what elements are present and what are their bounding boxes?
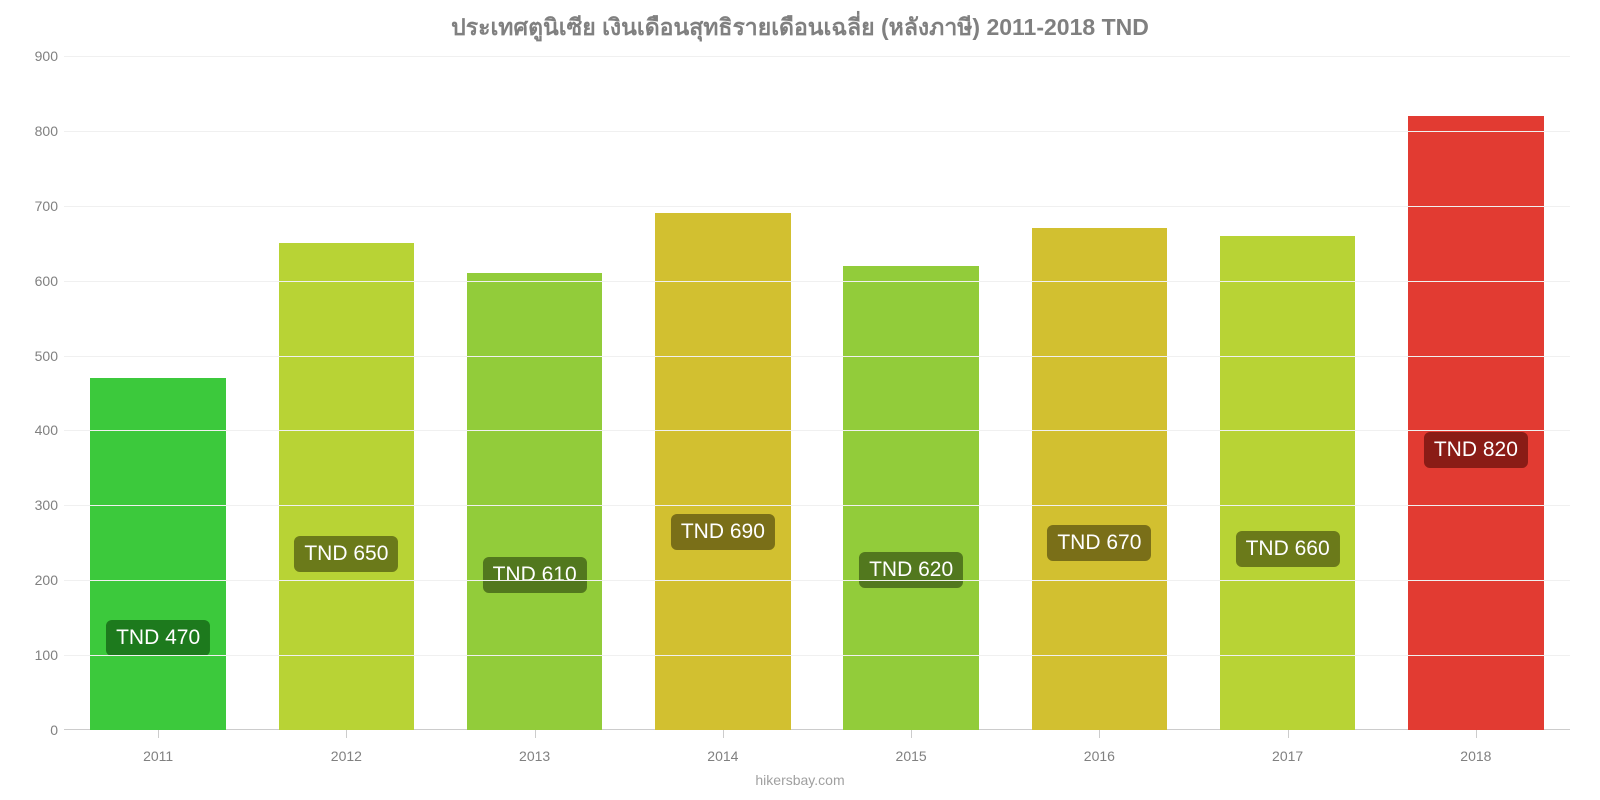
gridline: [64, 505, 1570, 506]
bar: TND 610: [467, 273, 603, 730]
x-tick-label: 2011: [143, 748, 173, 764]
x-tick-label: 2017: [1272, 748, 1303, 764]
bar-value-label: TND 650: [294, 536, 398, 572]
bar-value-label: TND 610: [483, 557, 587, 593]
x-tick-mark: [346, 730, 347, 738]
gridline: [64, 131, 1570, 132]
x-tick-label: 2016: [1084, 748, 1115, 764]
y-tick-label: 400: [10, 422, 58, 438]
x-tick-mark: [1476, 730, 1477, 738]
y-tick-label: 200: [10, 572, 58, 588]
x-tick-mark: [911, 730, 912, 738]
x-tick-label: 2012: [331, 748, 362, 764]
x-tick-mark: [158, 730, 159, 738]
x-tick-label: 2013: [519, 748, 550, 764]
y-tick-label: 800: [10, 123, 58, 139]
bar: TND 820: [1408, 116, 1544, 730]
chart-footer: hikersbay.com: [0, 772, 1600, 788]
bar-value-label: TND 470: [106, 620, 210, 656]
plot-area: TND 470 TND 650 TND 610 TND 690 TND 620 TND 6…: [64, 56, 1570, 730]
bars-layer: TND 470 TND 650 TND 610 TND 690 TND 620 TND 6…: [64, 56, 1570, 730]
bar: TND 620: [843, 266, 979, 730]
x-tick-mark: [535, 730, 536, 738]
gridline: [64, 580, 1570, 581]
x-tick-label: 2015: [896, 748, 927, 764]
bar: TND 650: [279, 243, 415, 730]
gridline: [64, 356, 1570, 357]
x-tick-mark: [1099, 730, 1100, 738]
bar: TND 690: [655, 213, 791, 730]
y-tick-label: 100: [10, 647, 58, 663]
x-tick-label: 2018: [1460, 748, 1491, 764]
chart-container: ประเทศตูนิเซีย เงินเดือนสุทธิรายเดือนเฉล…: [0, 0, 1600, 800]
gridline: [64, 430, 1570, 431]
y-tick-label: 0: [10, 722, 58, 738]
y-tick-label: 300: [10, 497, 58, 513]
x-tick-label: 2014: [707, 748, 738, 764]
gridline: [64, 281, 1570, 282]
x-tick-mark: [1288, 730, 1289, 738]
x-tick-mark: [723, 730, 724, 738]
bar-value-label: TND 620: [859, 552, 963, 588]
gridline: [64, 56, 1570, 57]
bar-value-label: TND 670: [1047, 525, 1151, 561]
y-tick-label: 700: [10, 198, 58, 214]
bar-value-label: TND 820: [1424, 432, 1528, 468]
gridline: [64, 206, 1570, 207]
y-tick-label: 500: [10, 348, 58, 364]
chart-title: ประเทศตูนิเซีย เงินเดือนสุทธิรายเดือนเฉล…: [0, 0, 1600, 46]
y-tick-label: 900: [10, 48, 58, 64]
gridline: [64, 655, 1570, 656]
bar-value-label: TND 690: [671, 514, 775, 550]
bar-value-label: TND 660: [1236, 531, 1340, 567]
y-tick-label: 600: [10, 273, 58, 289]
